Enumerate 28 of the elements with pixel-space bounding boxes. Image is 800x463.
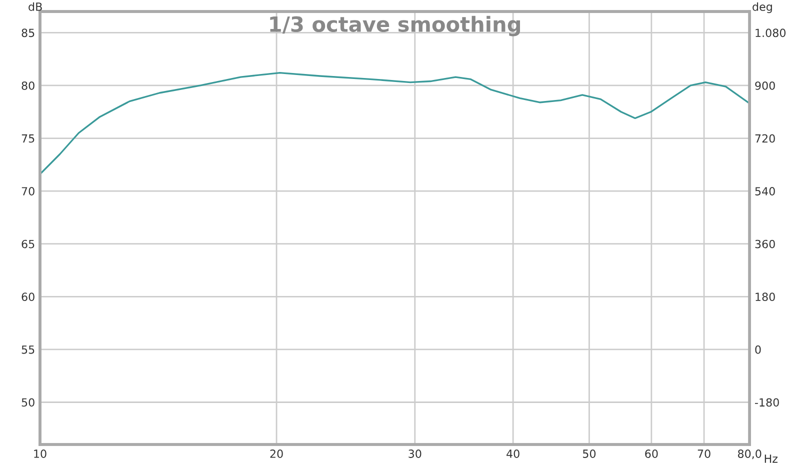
y-tick-label: 50 <box>22 398 34 407</box>
x-tick-label: 60 <box>645 450 658 458</box>
y-axis-title: dB <box>28 2 42 11</box>
y2-tick-label: -180 <box>755 398 779 407</box>
y2-tick-label: 1.080 <box>756 28 786 38</box>
x-tick-label: 70 <box>698 450 710 458</box>
y2-tick-label: 540 <box>755 187 775 196</box>
y2-tick-label: 720 <box>755 134 775 143</box>
y-tick-label: 85 <box>22 28 34 38</box>
y-tick-label: 70 <box>22 187 34 196</box>
x-tick-label: 20 <box>270 450 283 458</box>
y-tick-label: 65 <box>22 240 34 248</box>
y-tick-label: 55 <box>22 346 34 354</box>
y2-tick-label: 0 <box>755 345 761 354</box>
x-tick-label: 80,0 <box>738 450 762 460</box>
y-tick-label: 75 <box>22 134 34 143</box>
x-axis-title: Hz <box>764 454 778 463</box>
y-tick-label: 60 <box>22 292 34 302</box>
x-tick-label: 10 <box>34 450 46 458</box>
x-tick-label: 40 <box>506 450 520 458</box>
y2-tick-label: 900 <box>755 81 775 90</box>
x-tick-label: 50 <box>583 450 596 458</box>
y2-tick-label: 180 <box>756 292 775 302</box>
y-tick-label: 80 <box>22 81 34 90</box>
y2-tick-label: 360 <box>755 240 775 248</box>
y2-axis-title: deg <box>752 2 772 14</box>
x-tick-label: 30 <box>408 450 422 458</box>
chart-title: 1/3 octave smoothing <box>270 16 520 36</box>
